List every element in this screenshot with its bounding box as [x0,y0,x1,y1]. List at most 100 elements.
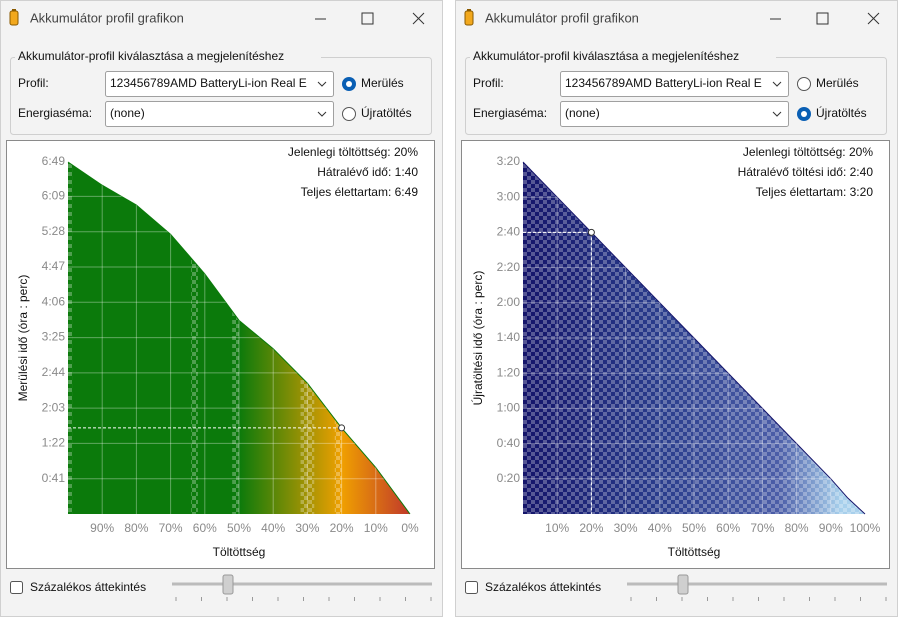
group-title: Akkumulátor-profil kiválasztása a megjel… [18,49,284,63]
close-button[interactable] [867,12,880,25]
x-tick-label: 30% [614,521,638,535]
y-tick-label: 2:20 [497,260,521,274]
checkbox-label: Százalékos áttekintés [30,580,146,594]
checker-band [232,162,239,514]
area-edge [67,161,411,515]
window-title: Akkumulátor profil grafikon [30,10,184,25]
maximize-button[interactable] [816,12,829,25]
radio-dot [801,111,807,117]
y-axis-label: Újratöltési idő (óra : perc) [470,271,485,406]
combo-arrow [772,81,782,87]
x-tick-label: 60% [193,521,217,535]
y-tick-label: 6:09 [42,189,66,203]
combo-value: 123456789AMD BatteryLi-ion Real E [565,76,762,90]
x-tick-label: 20% [579,521,603,535]
x-tick-label: 10% [545,521,569,535]
checkbox[interactable] [465,581,478,594]
y-tick-label: 0:20 [497,471,521,485]
checkbox[interactable] [10,581,23,594]
y-tick-label: 2:00 [497,295,521,309]
area-edge [522,161,866,515]
x-axis-label: Töltöttség [213,545,266,559]
info-text: Hátralévő idő: 1:40 [317,165,418,179]
x-tick-label: 30% [295,521,319,535]
checker-band [68,162,73,514]
slider-thumb[interactable] [222,574,234,595]
x-tick-label: 10% [364,521,388,535]
x-tick-label: 80% [124,521,148,535]
y-axis-label: Merülési idő (óra : perc) [16,275,30,402]
group-title-bg [470,50,776,64]
x-tick-label: 90% [90,521,114,535]
y-tick-label: 1:00 [497,401,521,415]
x-tick-label: 60% [716,521,740,535]
info-text: Teljes élettartam: 6:49 [301,185,419,199]
x-tick-label: 50% [227,521,251,535]
combo-label: Profil: [473,76,504,90]
y-tick-label: 2:40 [497,225,521,239]
info-text: Teljes élettartam: 3:20 [756,185,874,199]
combo-arrow [317,81,327,87]
y-tick-label: 0:41 [42,471,66,485]
combo-value: (none) [110,106,145,120]
combo-box[interactable] [105,101,334,127]
radio-dot [346,81,352,87]
battery-icon [464,10,474,26]
combo-value: 123456789AMD BatteryLi-ion Real E [110,76,307,90]
group-title: Akkumulátor-profil kiválasztása a megjel… [473,49,739,63]
combo-value: (none) [565,106,600,120]
combo-label: Profil: [18,76,49,90]
current-marker [338,424,346,432]
x-tick-label: 20% [330,521,354,535]
current-marker [587,228,595,236]
y-tick-label: 4:06 [42,294,66,308]
y-tick-label: 5:28 [42,224,66,238]
y-tick-label: 1:22 [42,436,66,450]
x-tick-label: 40% [648,521,672,535]
combo-arrow [317,111,327,117]
y-tick-label: 3:25 [42,330,66,344]
y-tick-label: 4:47 [42,259,66,273]
window: Akkumulátor profil grafikon Akkumulátor-p… [0,0,443,617]
y-tick-label: 6:49 [42,154,66,168]
radio-label: Merülés [816,76,859,90]
radio-button[interactable] [342,107,356,121]
y-tick-label: 0:40 [497,436,521,450]
y-tick-label: 2:44 [42,365,66,379]
y-tick-label: 3:20 [497,154,521,168]
combo-box[interactable] [105,71,334,97]
combo-label: Energiaséma: [473,106,547,120]
radio-label: Újratöltés [816,105,867,120]
x-tick-label: 70% [159,521,183,535]
group-title-bg [15,50,321,64]
x-tick-label: 50% [682,521,706,535]
x-tick-label: 90% [819,521,843,535]
close-button[interactable] [412,12,425,25]
info-text: Jelenlegi töltöttség: 20% [743,145,873,159]
checker-band [191,162,198,514]
x-tick-label: 0% [401,521,419,535]
combo-box[interactable] [560,71,789,97]
window-title: Akkumulátor profil grafikon [485,10,639,25]
battery-cap [467,9,471,11]
slider-thumb[interactable] [677,574,689,595]
radio-label: Merülés [361,76,404,90]
battery-cap [12,9,16,11]
y-tick-label: 1:40 [497,330,521,344]
info-text: Hátralévő töltési idő: 2:40 [738,165,874,179]
combo-label: Energiaséma: [18,106,92,120]
maximize-button[interactable] [361,12,374,25]
x-tick-label: 40% [261,521,285,535]
battery-icon [9,10,19,26]
checkbox-label: Százalékos áttekintés [485,580,601,594]
combo-box[interactable] [560,101,789,127]
radio-button[interactable] [797,77,811,91]
y-tick-label: 2:03 [42,400,66,414]
x-tick-label: 100% [850,521,881,535]
y-tick-label: 1:20 [497,365,521,379]
x-axis-label: Töltöttség [668,545,721,559]
combo-arrow [772,111,782,117]
info-text: Jelenlegi töltöttség: 20% [288,145,418,159]
radio-label: Újratöltés [361,105,412,120]
